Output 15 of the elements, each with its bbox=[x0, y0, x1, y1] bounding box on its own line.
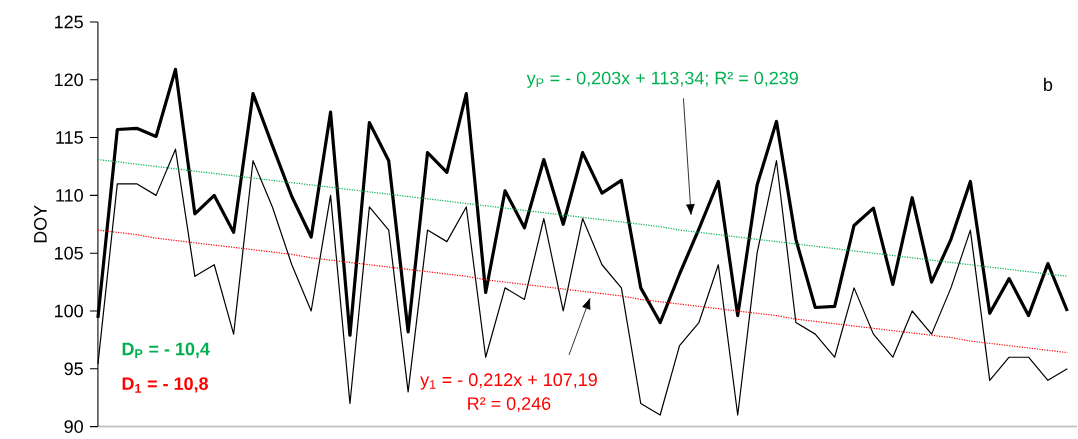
y-tick-label: 110 bbox=[56, 189, 83, 202]
annotation: R² = 0,246 bbox=[468, 397, 551, 413]
text: D$_{1}$ = - 10,8 bbox=[122, 377, 209, 393]
y-tick-label: 90 bbox=[64, 420, 83, 433]
y-axis-title: DOY bbox=[34, 205, 47, 243]
annotation: y$_{1}$ = - 0,212x + 107,19 bbox=[420, 373, 597, 390]
y-tick-label: 115 bbox=[56, 131, 83, 144]
y-tick-label: 120 bbox=[55, 73, 83, 87]
text: D$_{P}$ = - 10,4 bbox=[122, 342, 210, 359]
y-tick-label: 95 bbox=[64, 362, 83, 376]
annotation: b bbox=[1044, 77, 1053, 92]
y-tick-label: 100 bbox=[55, 304, 83, 318]
y-tick-label: 125 bbox=[55, 15, 83, 29]
y-tick-label: 105 bbox=[55, 246, 83, 260]
annotation: y$_{P}$ = - 0,203x + 113,34; R² = 0,239 bbox=[526, 71, 798, 88]
